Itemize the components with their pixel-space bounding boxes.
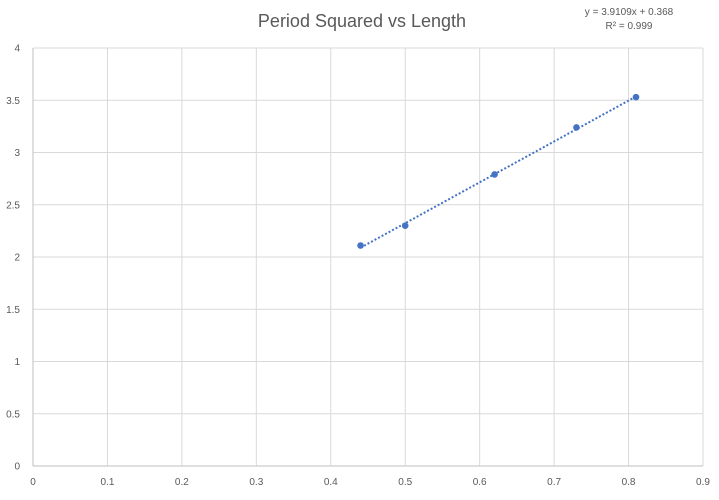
y-tick-label: 3.5: [6, 96, 20, 107]
trendline-equation: y = 3.9109x + 0.368: [585, 7, 674, 18]
trendline-r-squared: R² = 0.999: [606, 21, 653, 32]
x-tick-label: 0.5: [398, 477, 412, 488]
tick-labels: 0 0.5 1 1.5 2 2.5 3 3.5 4 0 0.1 0.2 0.3 0.4 0.5 0.6 0.7 0…: [6, 44, 710, 489]
y-tick-label: 2.5: [6, 200, 20, 211]
y-tick-label: 4: [14, 44, 20, 55]
x-tick-label: 0.3: [249, 477, 263, 488]
data-point: [491, 171, 498, 178]
data-point: [357, 242, 364, 249]
gridlines: [33, 47, 704, 466]
x-tick-label: 0.7: [547, 477, 561, 488]
axes: [32, 48, 703, 467]
x-tick-label: 0.1: [100, 477, 114, 488]
y-tick-label: 3: [14, 148, 20, 159]
chart-title: Period Squared vs Length: [258, 11, 466, 31]
x-tick-label: 0.6: [473, 477, 487, 488]
x-tick-label: 0: [30, 477, 36, 488]
y-tick-label: 2: [14, 253, 20, 264]
y-tick-label: 1.5: [6, 305, 20, 316]
x-tick-label: 0.4: [324, 477, 338, 488]
x-tick-label: 0.9: [696, 477, 710, 488]
y-tick-label: 1: [14, 357, 20, 368]
data-points: [357, 93, 640, 249]
trendline-layer: [360, 95, 637, 249]
data-point: [573, 124, 580, 131]
data-point: [401, 222, 409, 229]
data-point: [632, 93, 640, 101]
x-tick-label: 0.8: [622, 477, 636, 488]
y-tick-label: 0: [14, 462, 20, 473]
y-tick-label: 0.5: [6, 409, 20, 420]
trendline: [360, 95, 637, 249]
x-tick-label: 0.2: [175, 477, 189, 488]
